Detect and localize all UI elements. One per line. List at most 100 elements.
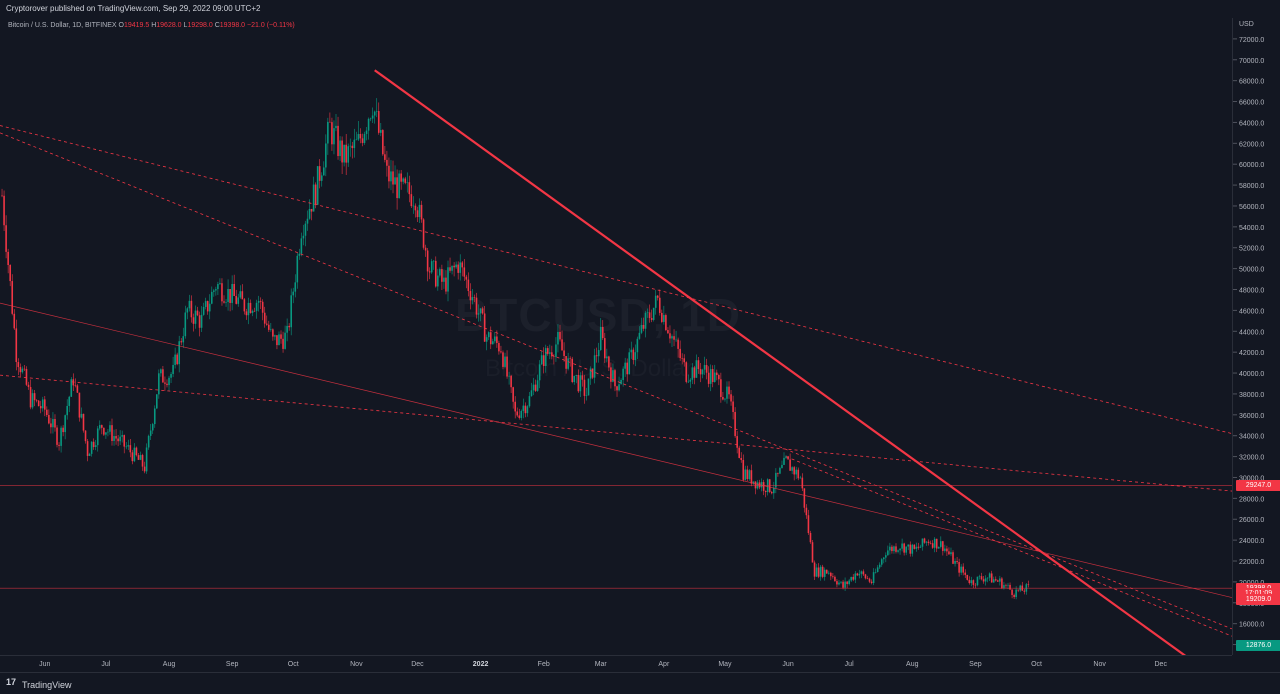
candle-body [878, 564, 881, 568]
candle-body [673, 336, 675, 340]
candle-body [935, 538, 938, 549]
candle-body [441, 269, 443, 282]
price-axis[interactable]: 14000.016000.018000.020000.022000.024000… [1232, 18, 1280, 655]
candle-body [84, 430, 87, 442]
x-tick-label: May [718, 661, 732, 668]
candle-body [593, 355, 596, 378]
candle-body [532, 384, 535, 391]
candle-body [377, 111, 380, 133]
candle-body [420, 204, 423, 220]
candle-body [325, 143, 327, 168]
price-axis-svg[interactable]: 14000.016000.018000.020000.022000.024000… [1233, 18, 1280, 655]
candle-body [502, 352, 504, 367]
symbol-name: Bitcoin / U.S. Dollar, 1D, BITFINEX [8, 22, 117, 29]
x-tick-label: Nov [350, 661, 363, 668]
candle-body [194, 310, 197, 324]
candle-body [137, 455, 140, 460]
candle-body [449, 267, 451, 271]
candle-body [522, 405, 525, 411]
candle-body [997, 580, 999, 582]
candle-body [976, 576, 979, 586]
candle-body [498, 342, 500, 352]
y-tick-label: 72000.0 [1239, 37, 1264, 44]
trendline [0, 302, 1232, 598]
candle-body [815, 567, 818, 577]
time-axis-svg[interactable]: Jun Jul Aug Sep Oct Nov Dec 2022 Feb Mar Apr May Jun… [0, 656, 1232, 672]
candle-body [601, 326, 604, 339]
candle-body [797, 469, 800, 479]
candle-body [907, 544, 910, 547]
candle-body [369, 118, 372, 120]
candle-body [685, 362, 688, 382]
candle-body [921, 538, 924, 547]
candle-body [333, 128, 335, 145]
candle-body [632, 349, 635, 360]
candle-body [41, 399, 44, 409]
candle-body [595, 355, 598, 357]
candle-body [793, 467, 795, 475]
candle-body [952, 552, 954, 564]
candle-body [23, 368, 26, 370]
candle-body [345, 144, 347, 163]
candle-body [121, 435, 123, 437]
candle-body [412, 205, 415, 207]
candle-body [485, 337, 488, 342]
candle-body [642, 324, 645, 329]
candle-body [312, 184, 315, 212]
price-tag: 19209.0 [1236, 594, 1280, 606]
candle-body [243, 299, 246, 312]
candle-body [153, 408, 156, 425]
candle-body [178, 341, 180, 365]
candle-body [551, 352, 553, 357]
candle-body [854, 573, 857, 580]
candle-body [856, 573, 859, 576]
candle-body [410, 194, 413, 207]
candle-body [699, 369, 702, 375]
candle-body [56, 427, 58, 445]
candle-body [836, 581, 838, 585]
candle-body [404, 178, 407, 183]
candle-body [29, 387, 32, 408]
candle-body [329, 121, 331, 123]
candle-body [278, 334, 280, 346]
candle-body [351, 145, 354, 149]
y-tick-label: 16000.0 [1239, 622, 1264, 629]
chart-plot-area[interactable]: BTCUSD, 1D Bitcoin / U.S. Dollar Bitcoin… [0, 18, 1232, 655]
candle-body [151, 424, 154, 431]
x-tick-label: Jul [101, 661, 110, 668]
x-tick-label: Aug [163, 661, 176, 668]
candle-body [286, 325, 288, 333]
candle-body [744, 469, 747, 480]
candle-body [133, 447, 136, 462]
candle-body [681, 358, 683, 359]
trendline [0, 132, 1232, 630]
name-watermark: Bitcoin / U.S. Dollar [485, 355, 694, 382]
time-axis[interactable]: Jun Jul Aug Sep Oct Nov Dec 2022 Feb Mar Apr May Jun… [0, 655, 1232, 672]
candle-body [1003, 585, 1005, 589]
tradingview-brand[interactable]: TradingView [22, 680, 72, 690]
candle-body [331, 122, 333, 145]
candle-body [196, 310, 199, 316]
candle-body [272, 329, 274, 337]
candle-body [911, 544, 914, 554]
candle-body [860, 571, 863, 574]
candle-body [524, 405, 527, 414]
candle-body [384, 154, 386, 160]
candle-body [510, 375, 512, 388]
candle-body [630, 349, 633, 353]
candle-body [182, 336, 185, 343]
tradingview-logo-icon[interactable]: 17 [6, 677, 17, 687]
candle-body [68, 396, 71, 406]
candle-body [355, 139, 358, 141]
candle-body [927, 541, 930, 543]
candle-body [628, 352, 631, 375]
candle-body [475, 297, 478, 315]
candle-body [1, 195, 3, 197]
chart-svg[interactable] [0, 18, 1232, 655]
candle-body [530, 390, 533, 397]
candle-body [864, 574, 867, 579]
candle-body [618, 384, 620, 391]
candle-body [581, 375, 584, 380]
candle-body [850, 576, 852, 581]
candle-body [249, 302, 252, 313]
